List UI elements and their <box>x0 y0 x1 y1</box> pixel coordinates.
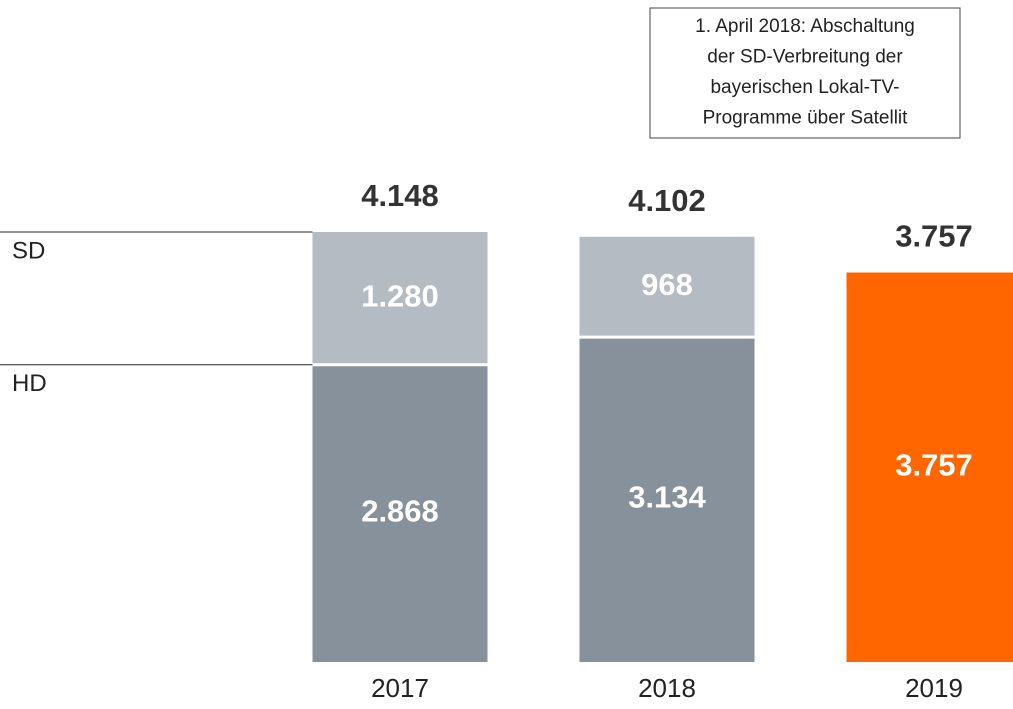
annotation-line: 1. April 2018: Abschaltung <box>695 16 915 37</box>
annotation-line: Programme über Satellit <box>703 108 909 129</box>
data-label: 1.280 <box>361 279 439 314</box>
x-tick-label: 2018 <box>638 673 696 703</box>
bar-segment <box>579 337 755 662</box>
legend-label: SD <box>12 237 45 264</box>
x-tick-label: 2019 <box>905 673 963 703</box>
data-label: 2.868 <box>361 494 439 529</box>
total-label: 3.757 <box>895 219 973 254</box>
legend-label: HD <box>12 370 47 397</box>
total-label: 4.102 <box>628 183 706 218</box>
data-label: 3.134 <box>628 480 706 515</box>
total-label: 4.148 <box>361 178 439 213</box>
x-tick-label: 2017 <box>371 673 429 703</box>
bar-segment <box>579 236 755 338</box>
annotation-line: bayerischen Lokal-TV- <box>710 77 899 98</box>
bar-segment <box>312 232 488 365</box>
data-label: 3.757 <box>895 447 973 482</box>
annotation-line: der SD-Verbreitung der <box>707 47 903 68</box>
bar-segment <box>312 364 488 662</box>
bar-segment <box>846 272 1013 662</box>
data-label: 968 <box>641 267 693 302</box>
annotation-box <box>649 7 961 139</box>
